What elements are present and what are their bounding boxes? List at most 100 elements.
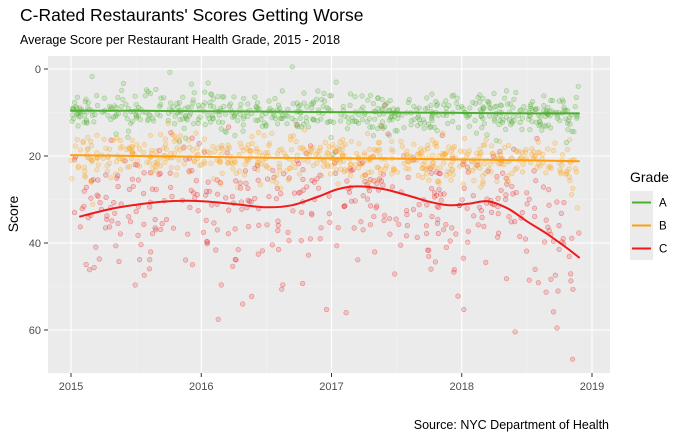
scatter-point-C	[254, 162, 260, 169]
scatter-point-A	[529, 119, 535, 125]
scatter-point-A	[135, 112, 141, 118]
scatter-point-A	[272, 95, 278, 102]
scatter-point-A	[527, 103, 533, 110]
scatter-point-B	[536, 149, 542, 155]
scatter-point-C	[524, 190, 530, 196]
scatter-point-A	[124, 116, 130, 122]
scatter-point-B	[191, 159, 198, 165]
scatter-point-C	[503, 196, 509, 202]
scatter-point-B	[220, 146, 226, 152]
scatter-point-C	[309, 212, 315, 218]
scatter-point-A	[422, 106, 429, 112]
scatter-point-A	[547, 125, 554, 131]
scatter-point-C	[93, 244, 99, 250]
scatter-point-C	[543, 217, 549, 223]
scatter-point-C	[132, 162, 138, 168]
scatter-point-A	[89, 73, 95, 80]
scatter-point-B	[440, 153, 446, 159]
scatter-point-B	[432, 164, 438, 170]
scatter-point-C	[201, 149, 207, 155]
scatter-point-B	[124, 164, 131, 170]
scatter-point-B	[84, 146, 91, 152]
scatter-point-A	[574, 114, 580, 120]
scatter-point-C	[554, 325, 560, 331]
scatter-point-C	[427, 165, 434, 172]
scatter-point-B	[355, 165, 362, 171]
scatter-point-B	[68, 157, 74, 163]
scatter-point-B	[193, 130, 199, 136]
scatter-point-B	[480, 181, 486, 187]
scatter-point-C	[437, 171, 443, 177]
scatter-point-C	[245, 197, 251, 203]
scatter-point-C	[540, 184, 547, 190]
scatter-point-A	[380, 125, 386, 131]
scatter-point-A	[301, 121, 307, 127]
scatter-point-B	[389, 138, 395, 144]
scatter-point-A	[321, 90, 327, 96]
scatter-point-C	[203, 217, 209, 223]
scatter-point-B	[277, 167, 283, 173]
scatter-point-A	[205, 112, 211, 118]
scatter-point-A	[431, 124, 437, 130]
scatter-point-C	[423, 223, 430, 229]
scatter-point-B	[477, 151, 483, 157]
scatter-point-B	[113, 159, 119, 165]
scatter-point-C	[425, 247, 431, 253]
scatter-point-B	[406, 166, 412, 172]
scatter-point-B	[435, 179, 441, 185]
scatter-point-B	[358, 161, 364, 168]
scatter-point-C	[470, 193, 476, 199]
scatter-point-C	[195, 208, 201, 214]
scatter-point-C	[138, 242, 144, 248]
scatter-point-B	[308, 146, 314, 152]
scatter-point-A	[206, 115, 212, 121]
scatter-point-B	[480, 173, 486, 179]
scatter-point-C	[218, 282, 224, 288]
scatter-point-A	[330, 151, 336, 157]
scatter-point-C	[341, 203, 347, 209]
scatter-point-C	[192, 195, 198, 201]
scatter-point-C	[303, 150, 309, 157]
scatter-point-A	[120, 96, 126, 103]
scatter-point-A	[92, 111, 98, 118]
scatter-point-B	[356, 141, 362, 147]
scatter-point-A	[284, 113, 291, 119]
scatter-point-A	[133, 112, 139, 118]
scatter-point-C	[503, 192, 509, 198]
scatter-point-C	[300, 280, 306, 287]
scatter-point-C	[168, 130, 174, 136]
scatter-point-A	[382, 124, 388, 130]
scatter-point-C	[215, 316, 221, 322]
scatter-point-B	[88, 156, 94, 163]
scatter-point-B	[389, 171, 395, 177]
scatter-point-B	[88, 138, 94, 145]
scatter-point-B	[279, 146, 285, 152]
scatter-point-B	[244, 146, 250, 152]
scatter-point-B	[80, 139, 86, 145]
scatter-point-B	[74, 136, 80, 143]
scatter-point-C	[404, 212, 410, 218]
scatter-point-A	[416, 116, 423, 123]
scatter-point-A	[209, 115, 216, 121]
scatter-point-B	[263, 164, 269, 170]
scatter-point-B	[339, 151, 345, 157]
scatter-point-C	[186, 168, 192, 174]
scatter-point-A	[185, 104, 191, 110]
scatter-point-A	[278, 115, 285, 122]
scatter-point-A	[450, 118, 456, 124]
scatter-point-A	[434, 102, 440, 109]
scatter-point-A	[484, 132, 490, 138]
scatter-point-B	[163, 141, 169, 147]
scatter-point-A	[118, 104, 124, 110]
chart-subtitle: Average Score per Restaurant Health Grad…	[20, 33, 341, 47]
scatter-point-B	[473, 162, 479, 168]
scatter-point-B	[85, 134, 91, 140]
scatter-point-A	[73, 104, 79, 110]
scatter-point-B	[110, 137, 116, 143]
scatter-point-C	[360, 193, 366, 199]
scatter-point-A	[191, 90, 197, 96]
scatter-point-B	[390, 167, 396, 173]
scatter-point-B	[176, 157, 182, 163]
scatter-point-A	[258, 116, 264, 122]
scatter-point-A	[85, 100, 91, 106]
